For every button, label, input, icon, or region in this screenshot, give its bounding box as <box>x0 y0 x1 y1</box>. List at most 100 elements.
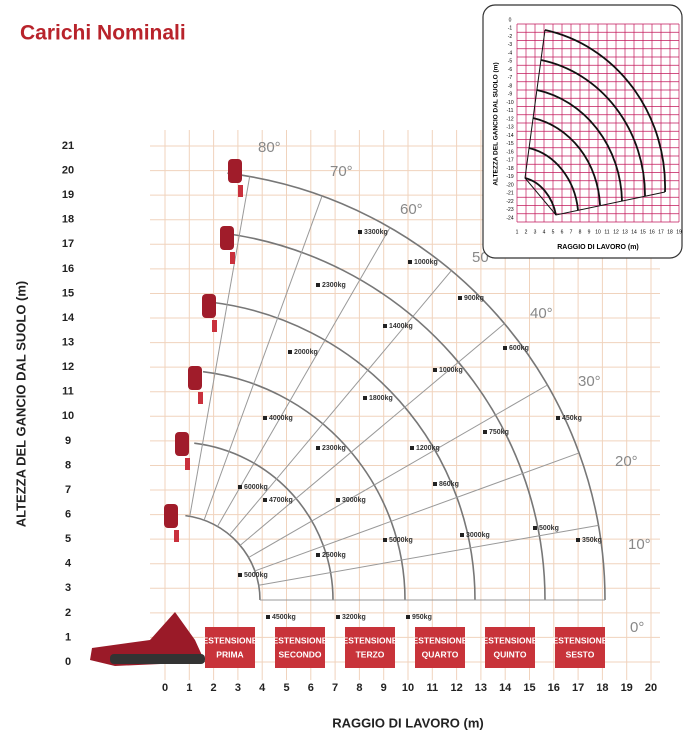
load-marker <box>576 538 580 542</box>
inset-y-tick: -14 <box>506 133 513 139</box>
hook <box>212 320 217 332</box>
y-tick-label: 8 <box>65 459 71 471</box>
load-label: 2500kg <box>322 552 346 559</box>
y-tick-label: 4 <box>65 558 72 570</box>
x-tick-label: 16 <box>548 682 560 694</box>
inset-y-tick: -7 <box>508 75 513 81</box>
x-tick-label: 9 <box>381 682 387 694</box>
x-tick-label: 3 <box>235 682 241 694</box>
inset-y-tick: -13 <box>506 125 513 131</box>
inset-x-tick: 18 <box>667 229 673 235</box>
load-label: 1000kg <box>414 259 438 266</box>
hook <box>238 185 243 197</box>
angle-line <box>258 524 599 586</box>
load-label: 600kg <box>509 345 529 352</box>
y-tick-label: 20 <box>62 165 74 177</box>
hook <box>198 392 203 404</box>
hook <box>174 530 179 542</box>
x-axis-title: RAGGIO DI LAVORO (m) <box>332 715 483 730</box>
load-marker <box>503 346 507 350</box>
extension-label: ESTENSIONE <box>343 635 398 645</box>
inset-y-tick: -20 <box>506 182 513 188</box>
load-marker <box>288 350 292 354</box>
x-tick-label: 19 <box>621 682 633 694</box>
load-label: 3200kg <box>342 614 366 621</box>
x-tick-label: 2 <box>211 682 217 694</box>
range-arc <box>211 301 476 601</box>
extension-label: PRIMA <box>216 649 243 659</box>
inset-x-tick: 16 <box>649 229 655 235</box>
y-tick-label: 17 <box>62 238 74 250</box>
crane-base <box>90 612 205 666</box>
load-label: 3000kg <box>342 497 366 504</box>
inset-boundary <box>524 29 666 216</box>
load-label: 900kg <box>464 295 484 302</box>
y-tick-label: 5 <box>65 533 71 545</box>
x-tick-label: 13 <box>475 682 487 694</box>
extension-label: QUARTO <box>422 649 459 659</box>
inset-x-tick: 5 <box>552 229 555 235</box>
inset-arc <box>536 89 623 202</box>
y-tick-label: 12 <box>62 361 74 373</box>
inset-y-tick: -17 <box>506 158 513 164</box>
extension-label: SECONDO <box>279 649 322 659</box>
inset-y-tick: -19 <box>506 174 513 180</box>
load-label: 1000kg <box>439 367 463 374</box>
inset-y-tick: -5 <box>508 59 513 65</box>
load-marker <box>336 498 340 502</box>
load-label: 2000kg <box>294 349 318 356</box>
x-tick-label: 1 <box>186 682 192 694</box>
load-marker <box>358 230 362 234</box>
extension-box <box>485 627 535 668</box>
boom-tip <box>175 432 189 456</box>
inset-y-tick: -6 <box>508 67 513 73</box>
inset-chart: 0 -1 -2 -3 -4 -5 -6 -7 -8 -9 -10 -11 -12 -13 -14 -15 -16… <box>506 17 682 235</box>
inset-x-title: RAGGIO DI LAVORO (m) <box>557 244 639 251</box>
load-label: 2300kg <box>322 282 346 289</box>
inset-y-tick: -15 <box>506 141 513 147</box>
inset-y-tick: -11 <box>507 108 514 114</box>
load-label: 3000kg <box>466 532 490 539</box>
inset-y-tick: -23 <box>506 207 513 213</box>
x-tick-label: 8 <box>356 682 362 694</box>
inset-y-tick: -12 <box>506 116 513 122</box>
inset-x-tick: 15 <box>640 229 646 235</box>
inset-y-tick: -22 <box>506 199 513 205</box>
angle-label: 50 <box>472 249 489 266</box>
y-axis-title: ALTEZZA DEL GANCIO DAL SUOLO (m) <box>13 281 28 528</box>
inset-x-tick: 2 <box>525 229 528 235</box>
load-marker <box>410 446 414 450</box>
range-arc <box>219 231 546 601</box>
inset-y-tick: -4 <box>508 50 513 56</box>
inset-y-tick: -1 <box>508 26 513 32</box>
range-arc <box>185 514 261 601</box>
inset-x-tick: 14 <box>631 229 637 235</box>
load-label: 3300kg <box>364 229 388 236</box>
inset-x-tick: 7 <box>570 229 573 235</box>
hook <box>230 252 235 264</box>
y-tick-label: 11 <box>62 386 74 398</box>
load-label: 750kg <box>489 429 509 436</box>
load-marker <box>316 553 320 557</box>
inset-y-tick: -8 <box>508 83 513 89</box>
y-tick-label: 2 <box>65 607 71 619</box>
load-marker <box>533 526 537 530</box>
x-tick-label: 4 <box>259 682 266 694</box>
load-label: 4500kg <box>272 614 296 621</box>
x-tick-label: 11 <box>426 682 438 694</box>
load-label: 1800kg <box>369 395 393 402</box>
angle-label: 70° <box>330 163 353 180</box>
boom-tip <box>202 294 216 318</box>
x-tick-label: 5 <box>283 682 289 694</box>
inset-arc <box>532 117 601 206</box>
load-marker <box>316 283 320 287</box>
load-label: 950kg <box>412 614 432 621</box>
extension-box <box>415 627 465 668</box>
range-arc <box>202 370 406 601</box>
load-marker <box>316 446 320 450</box>
load-marker <box>263 416 267 420</box>
extension-label: SESTO <box>566 649 595 659</box>
inset-x-tick: 19 <box>676 229 682 235</box>
inset-y-tick: -16 <box>506 149 513 155</box>
